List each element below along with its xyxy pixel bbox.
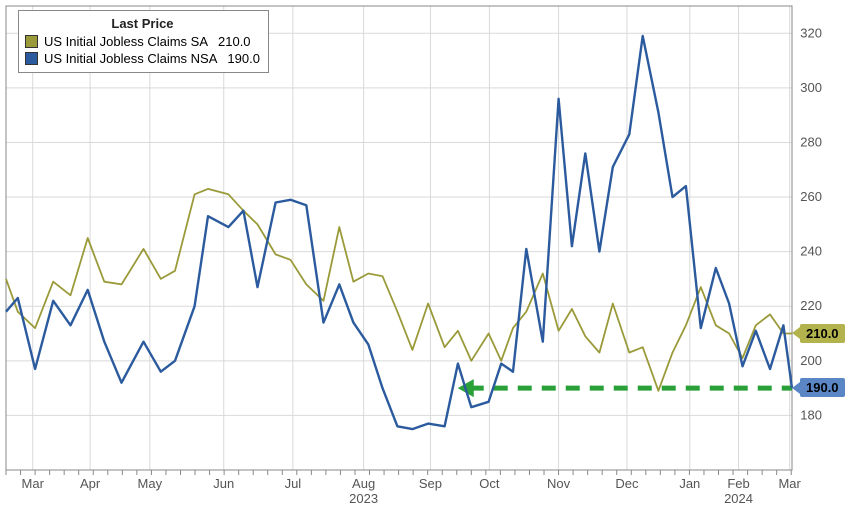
svg-text:Oct: Oct — [479, 476, 500, 491]
jobless-claims-chart: 180 200 220 240 260 280 300 320 Mar Apr May Jun Jul A… — [0, 0, 848, 507]
legend-swatch-nsa — [25, 52, 38, 65]
svg-text:240: 240 — [800, 244, 822, 259]
svg-text:280: 280 — [800, 134, 822, 149]
legend-value-sa: 210.0 — [218, 33, 251, 51]
svg-text:Jul: Jul — [285, 476, 302, 491]
svg-text:2023: 2023 — [349, 491, 378, 506]
svg-text:May: May — [138, 476, 163, 491]
legend-row-nsa: US Initial Jobless Claims NSA 190.0 — [25, 50, 260, 68]
svg-text:300: 300 — [800, 80, 822, 95]
svg-text:180: 180 — [800, 407, 822, 422]
svg-text:260: 260 — [800, 189, 822, 204]
svg-text:2024: 2024 — [724, 491, 753, 506]
svg-text:Nov: Nov — [547, 476, 571, 491]
svg-text:Aug: Aug — [352, 476, 375, 491]
price-flag-sa-value: 210.0 — [806, 326, 839, 341]
svg-text:Apr: Apr — [80, 476, 101, 491]
svg-text:220: 220 — [800, 298, 822, 313]
price-flag-sa: 210.0 — [800, 324, 845, 343]
svg-text:Jan: Jan — [679, 476, 700, 491]
svg-text:Mar: Mar — [778, 476, 801, 491]
svg-text:Mar: Mar — [22, 476, 45, 491]
svg-text:Dec: Dec — [615, 476, 639, 491]
legend-value-nsa: 190.0 — [227, 50, 260, 68]
svg-text:Feb: Feb — [727, 476, 749, 491]
price-flag-nsa: 190.0 — [800, 378, 845, 397]
svg-text:Jun: Jun — [213, 476, 234, 491]
svg-text:Sep: Sep — [419, 476, 442, 491]
legend-swatch-sa — [25, 35, 38, 48]
legend-label-sa: US Initial Jobless Claims SA — [44, 33, 208, 51]
chart-svg: 180 200 220 240 260 280 300 320 Mar Apr May Jun Jul A… — [0, 0, 848, 507]
legend-title: Last Price — [25, 15, 260, 33]
legend-row-sa: US Initial Jobless Claims SA 210.0 — [25, 33, 260, 51]
legend-label-nsa: US Initial Jobless Claims NSA — [44, 50, 217, 68]
svg-text:200: 200 — [800, 353, 822, 368]
price-flag-nsa-value: 190.0 — [806, 380, 839, 395]
legend-box: Last Price US Initial Jobless Claims SA … — [18, 10, 269, 73]
svg-text:320: 320 — [800, 25, 822, 40]
